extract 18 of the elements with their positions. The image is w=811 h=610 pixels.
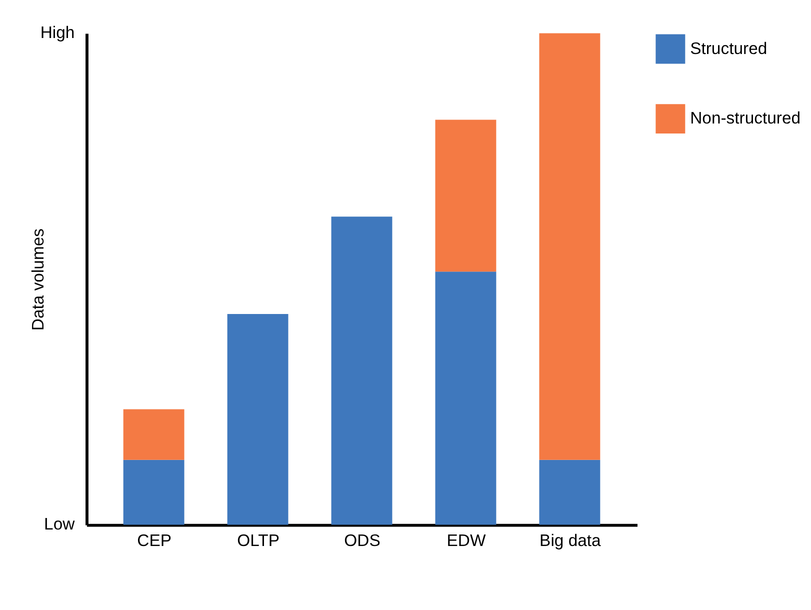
x-tick-label: ODS bbox=[344, 530, 380, 550]
bar bbox=[123, 460, 184, 525]
x-tick-label: Big data bbox=[540, 530, 602, 550]
bar bbox=[435, 272, 496, 525]
x-tick-label: OLTP bbox=[237, 530, 280, 550]
x-tick-label: CEP bbox=[137, 530, 172, 550]
text: Low bbox=[44, 514, 76, 534]
bar bbox=[435, 120, 496, 272]
legend-label: Non-structured bbox=[690, 108, 801, 128]
text: High bbox=[40, 23, 75, 42]
bar bbox=[539, 460, 600, 525]
bar bbox=[227, 314, 288, 525]
bar bbox=[123, 409, 184, 460]
x-tick-label: EDW bbox=[446, 530, 486, 550]
legend-label: Structured bbox=[690, 38, 768, 58]
y-axis-title: Data volumes bbox=[28, 228, 48, 331]
bar bbox=[539, 33, 600, 460]
bar bbox=[331, 216, 392, 525]
